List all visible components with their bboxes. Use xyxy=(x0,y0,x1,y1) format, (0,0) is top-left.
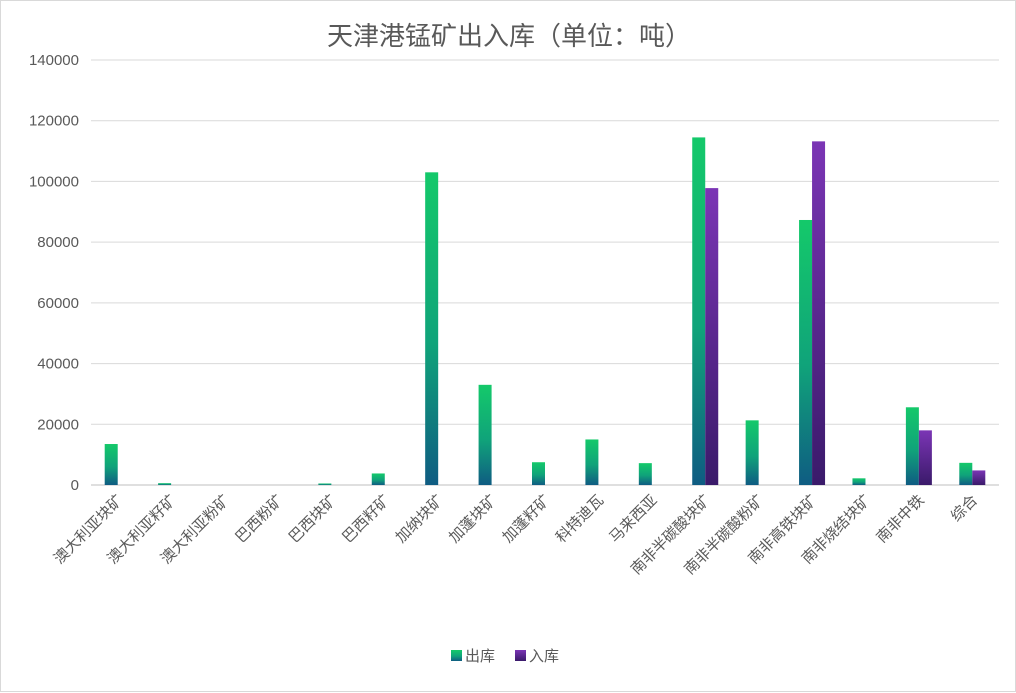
chart-title: 天津港锰矿出入库（单位：吨） xyxy=(327,22,691,52)
bar-outbound xyxy=(371,473,385,485)
legend: 出库 入库 xyxy=(451,647,559,665)
x-category-label: 南非中铁 xyxy=(873,491,928,546)
legend-label: 出库 xyxy=(465,647,495,665)
y-tick-label: 80000 xyxy=(37,234,79,251)
x-axis-categories: 澳大利亚块矿澳大利亚籽矿澳大利亚粉矿巴西粉矿巴西块矿巴西籽矿加纳块矿加蓬块矿加蓬… xyxy=(50,491,981,578)
y-axis-ticks: 0 20000 40000 60000 80000 100000 120000 140000 xyxy=(29,52,79,494)
y-tick-label: 100000 xyxy=(29,173,79,190)
x-category-label: 加蓬块矿 xyxy=(445,491,500,546)
y-tick-label: 120000 xyxy=(29,113,79,130)
bar-outbound xyxy=(905,407,919,485)
y-tick-label: 40000 xyxy=(37,356,79,373)
bar-inbound xyxy=(918,430,932,485)
gridlines xyxy=(91,59,999,486)
x-category-label: 巴西粉矿 xyxy=(232,491,287,546)
y-tick-label: 140000 xyxy=(29,52,79,69)
bars xyxy=(104,137,986,486)
x-category-label: 巴西块矿 xyxy=(285,491,340,546)
bar-outbound xyxy=(959,462,973,485)
legend-label: 入库 xyxy=(529,647,559,665)
bar-outbound xyxy=(158,483,172,485)
legend-swatch xyxy=(515,650,526,661)
bar-outbound xyxy=(852,478,866,485)
x-category-label: 马来西亚 xyxy=(605,491,660,546)
bar-outbound xyxy=(799,219,813,485)
x-category-label: 巴西籽矿 xyxy=(338,491,393,546)
x-category-label: 加蓬籽矿 xyxy=(499,491,554,546)
x-category-label: 加纳块矿 xyxy=(392,491,447,546)
bar-outbound xyxy=(104,444,118,485)
bar-outbound xyxy=(692,137,706,486)
bar-outbound xyxy=(638,463,652,485)
bar-outbound xyxy=(478,384,492,485)
bar-outbound xyxy=(745,420,759,485)
bar-inbound xyxy=(812,141,826,485)
bar-outbound xyxy=(425,172,439,486)
x-category-label: 科特迪瓦 xyxy=(552,491,607,546)
y-tick-label: 0 xyxy=(71,477,79,494)
y-tick-label: 20000 xyxy=(37,416,79,433)
bar-outbound xyxy=(532,462,545,485)
bar-outbound xyxy=(585,439,599,485)
legend-swatch xyxy=(451,650,462,661)
bar-outbound xyxy=(318,483,332,485)
y-tick-label: 60000 xyxy=(37,295,79,312)
bar-inbound xyxy=(972,470,986,485)
bar-inbound xyxy=(705,188,719,485)
x-category-label: 综合 xyxy=(947,491,981,525)
